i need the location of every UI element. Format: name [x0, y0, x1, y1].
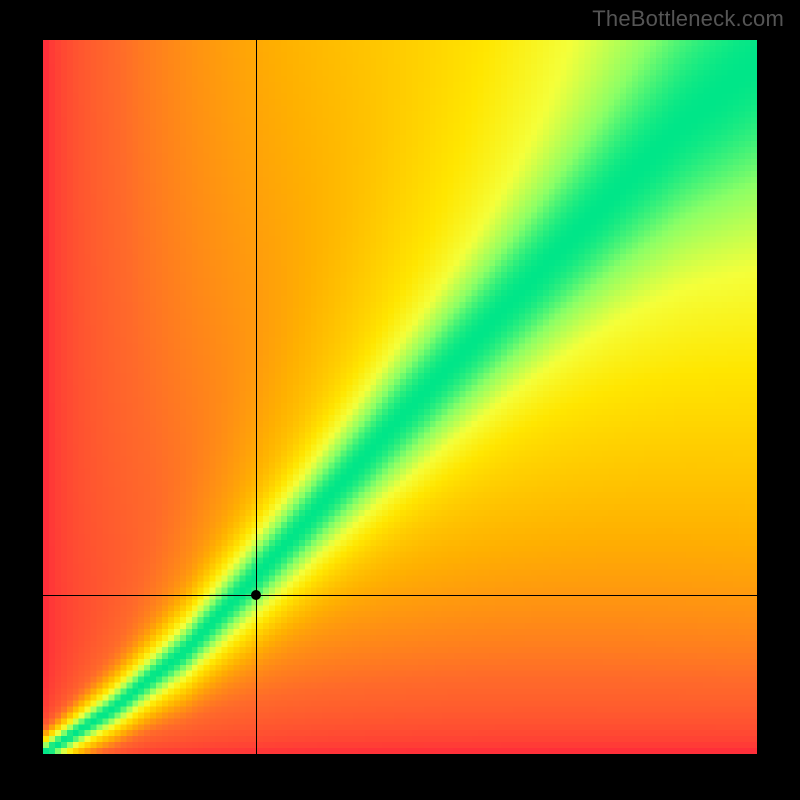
chart-container: TheBottleneck.com [0, 0, 800, 800]
crosshair-vertical [256, 40, 257, 754]
heatmap-plot [43, 40, 757, 754]
crosshair-horizontal [43, 595, 757, 596]
heatmap-canvas [43, 40, 757, 754]
watermark-text: TheBottleneck.com [592, 6, 784, 32]
crosshair-marker [251, 590, 261, 600]
